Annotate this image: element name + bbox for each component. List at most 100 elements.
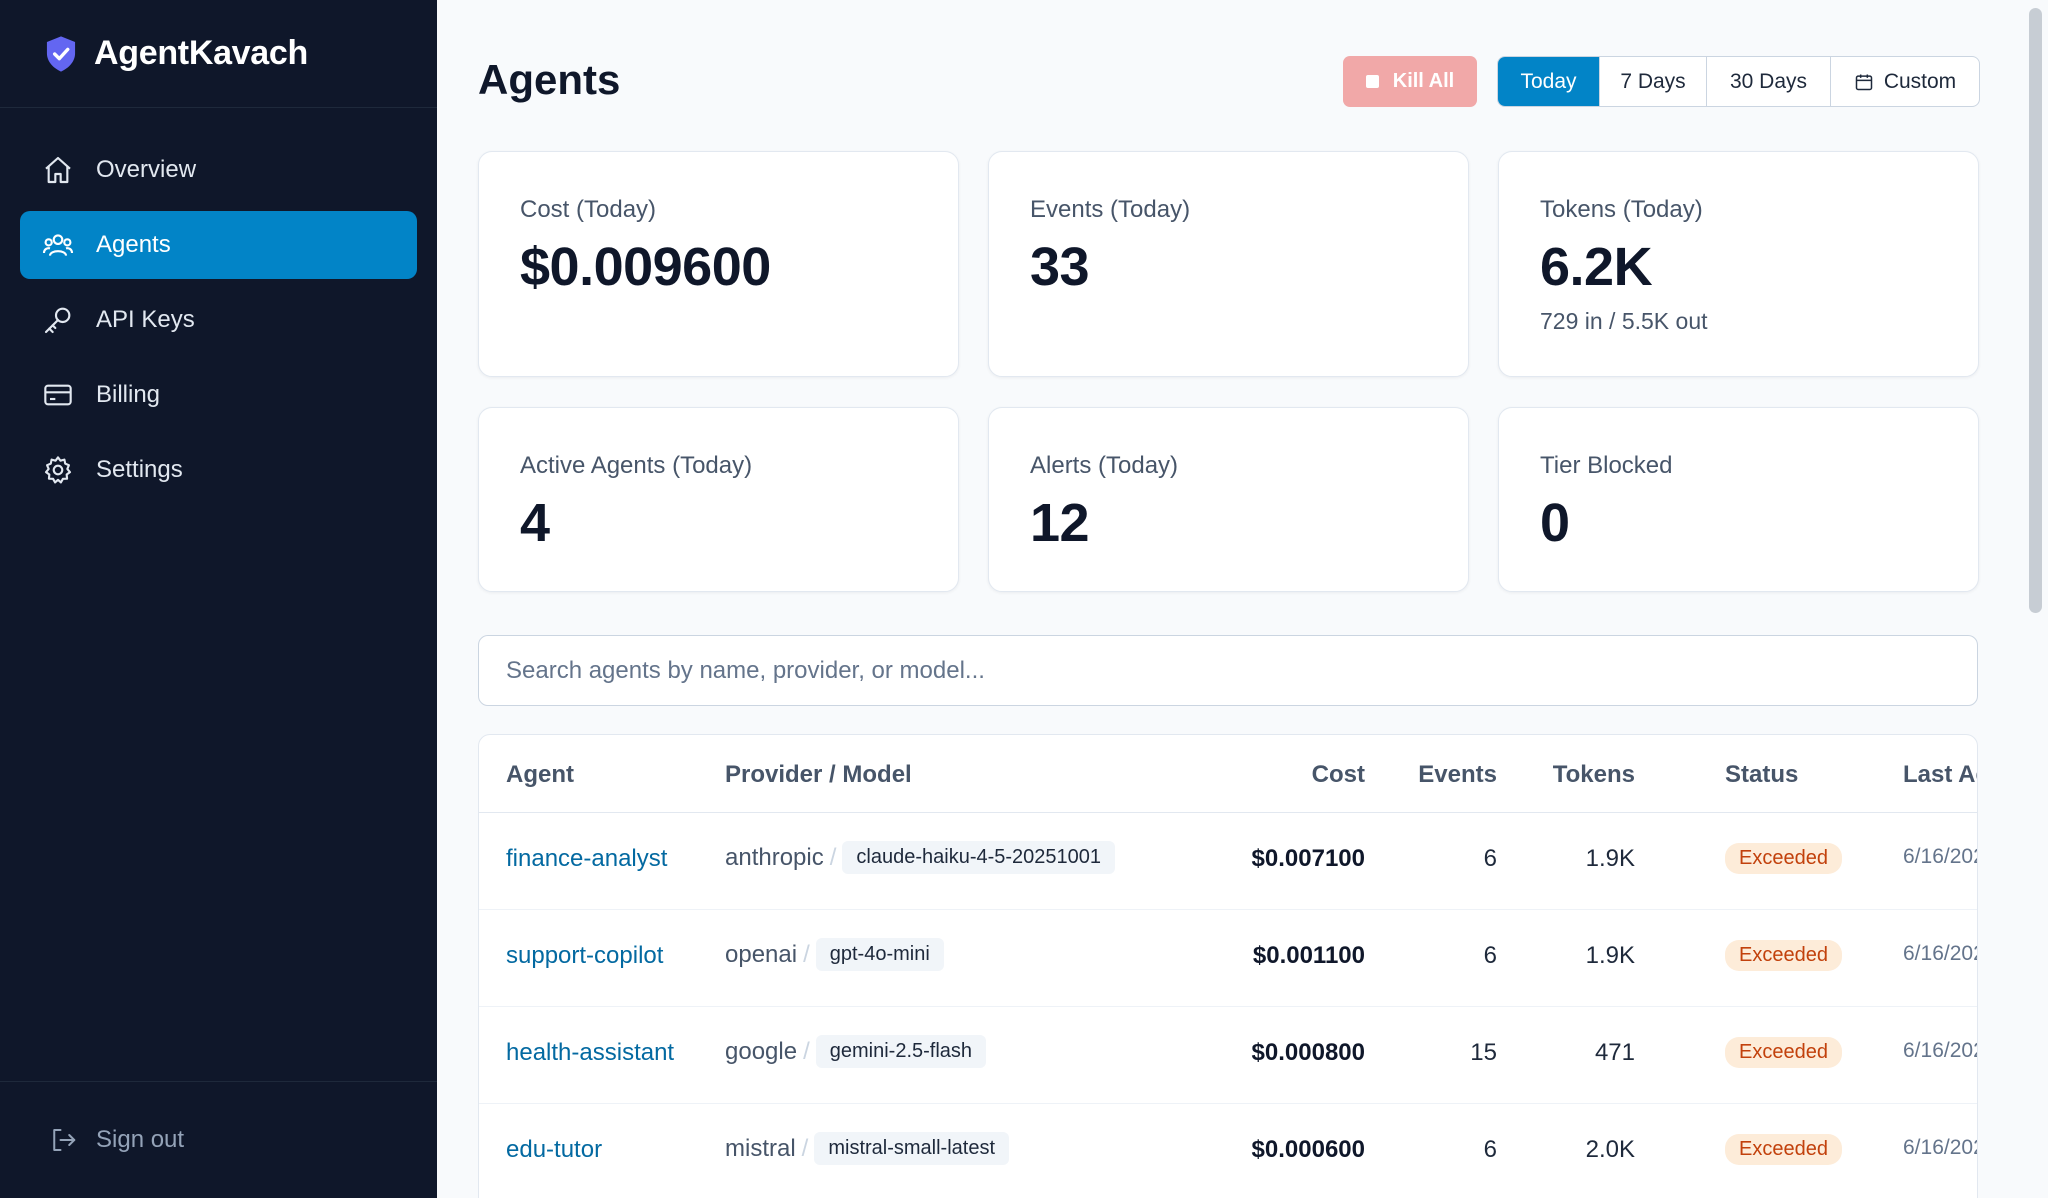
range-custom-button[interactable]: Custom (1831, 57, 1979, 106)
status-cell: Exceeded (1725, 843, 1842, 874)
cost-cell: $0.001100 (1252, 942, 1365, 969)
stat-card-alerts: Alerts (Today) 12 (988, 407, 1469, 592)
stat-card-tokens: Tokens (Today) 6.2K 729 in / 5.5K out (1498, 151, 1979, 377)
search-input[interactable] (478, 635, 1978, 706)
provider-model-cell: google / gemini-2.5-flash (725, 1035, 987, 1070)
stat-label: Tier Blocked (1540, 452, 1673, 479)
stat-card-tier-blocked: Tier Blocked 0 (1498, 407, 1979, 592)
model-tag: mistral-small-latest (814, 1132, 1010, 1165)
sidebar-item-label: Agents (96, 231, 171, 258)
shield-check-icon (46, 35, 76, 72)
provider-model-cell: anthropic / claude-haiku-4-5-20251001 (725, 841, 1116, 876)
provider-name: openai (725, 941, 798, 968)
stat-label: Tokens (Today) (1540, 196, 1703, 223)
column-header-agent[interactable]: Agent (506, 761, 574, 788)
sidebar-item-api-keys[interactable]: API Keys (20, 286, 417, 354)
provider-name: mistral (725, 1135, 796, 1162)
agent-name-link[interactable]: finance-analyst (506, 845, 668, 872)
table-header: Agent Provider / Model Cost Events Token… (479, 735, 1977, 813)
tokens-cell: 1.9K (1585, 942, 1635, 969)
provider-model-cell: openai / gpt-4o-mini (725, 938, 944, 973)
main-content: Agents Kill All Today 7 Days 30 Days Cus… (437, 0, 2048, 1198)
key-icon (44, 307, 71, 334)
sign-out-button[interactable]: Sign out (0, 1081, 437, 1198)
sidebar-item-agents[interactable]: Agents (20, 211, 417, 279)
stat-label: Events (Today) (1030, 196, 1191, 223)
agent-name-link[interactable]: edu-tutor (506, 1136, 603, 1163)
date-range-selector: Today 7 Days 30 Days Custom (1497, 56, 1980, 107)
app-name: AgentKavach (94, 34, 308, 72)
table-row[interactable]: health-assistant google / gemini-2.5-flash… (479, 1007, 1977, 1104)
gear-icon (44, 456, 72, 484)
cost-cell: $0.007100 (1251, 845, 1365, 872)
sidebar-item-label: API Keys (96, 306, 195, 333)
sidebar-item-label: Overview (96, 156, 197, 183)
scrollbar-thumb[interactable] (2029, 8, 2042, 613)
last-activity-cell: 6/16/2026, 1 (1903, 845, 1977, 868)
stat-value: 6.2K (1540, 237, 1653, 297)
provider-model-separator: / (803, 1038, 810, 1065)
status-cell: Exceeded (1725, 1134, 1842, 1165)
provider-model-separator: / (803, 941, 810, 968)
column-header-provider-model[interactable]: Provider / Model (725, 761, 912, 788)
users-icon (42, 234, 74, 257)
stat-sub: 729 in / 5.5K out (1540, 308, 1708, 334)
range-today-button[interactable]: Today (1498, 57, 1600, 106)
status-badge: Exceeded (1725, 843, 1842, 874)
sidebar-item-overview[interactable]: Overview (20, 136, 417, 204)
kill-all-button[interactable]: Kill All (1343, 56, 1477, 107)
agent-name-link[interactable]: health-assistant (506, 1039, 675, 1066)
column-header-status[interactable]: Status (1725, 761, 1799, 788)
stat-label: Cost (Today) (520, 196, 657, 223)
status-badge: Exceeded (1725, 940, 1842, 971)
table-row[interactable]: support-copilot openai / gpt-4o-mini $0.00… (479, 910, 1977, 1007)
stat-card-active-agents: Active Agents (Today) 4 (478, 407, 959, 592)
range-30-days-button[interactable]: 30 Days (1707, 57, 1831, 106)
provider-model-cell: mistral / mistral-small-latest (725, 1132, 1010, 1167)
column-header-events[interactable]: Events (1418, 761, 1497, 788)
agents-table: Agent Provider / Model Cost Events Token… (478, 734, 1978, 1198)
last-activity-cell: 6/16/2026, 1 (1903, 1136, 1977, 1159)
brand[interactable]: AgentKavach (0, 0, 437, 108)
provider-model-separator: / (801, 1135, 809, 1162)
stat-value: 33 (1030, 237, 1090, 297)
status-cell: Exceeded (1725, 1037, 1842, 1068)
stop-icon (1365, 75, 1379, 88)
events-cell: 6 (1483, 845, 1497, 872)
table-row[interactable]: finance-analyst anthropic / claude-haiku-4… (479, 813, 1977, 910)
stat-label: Active Agents (Today) (520, 452, 753, 479)
tokens-cell: 2.0K (1585, 1136, 1635, 1163)
sidebar: AgentKavach Overview Agents API Keys Bil… (0, 0, 437, 1198)
column-header-tokens[interactable]: Tokens (1552, 761, 1635, 788)
last-activity-cell: 6/16/2026, 1 (1903, 1039, 1977, 1062)
provider-name: google (725, 1038, 798, 1065)
stat-value: $0.009600 (520, 237, 771, 297)
column-header-cost[interactable]: Cost (1311, 761, 1365, 788)
stat-label: Alerts (Today) (1030, 452, 1179, 479)
model-tag: gemini-2.5-flash (815, 1035, 987, 1068)
table-row[interactable]: edu-tutor mistral / mistral-small-latest $… (479, 1104, 1977, 1198)
column-header-last-activity[interactable]: Last Activ (1903, 761, 1977, 788)
sidebar-item-billing[interactable]: Billing (20, 361, 417, 429)
stat-value: 0 (1540, 493, 1570, 553)
sidebar-nav: Overview Agents API Keys Billing Setting… (0, 108, 437, 504)
sidebar-item-settings[interactable]: Settings (20, 436, 417, 504)
sidebar-item-label: Settings (96, 456, 183, 483)
range-custom-label: Custom (1883, 69, 1957, 93)
calendar-icon (1855, 74, 1873, 90)
status-cell: Exceeded (1725, 940, 1842, 971)
agent-name-link[interactable]: support-copilot (506, 942, 664, 969)
page-scrollbar[interactable] (2024, 0, 2048, 1198)
status-badge: Exceeded (1725, 1134, 1842, 1165)
sign-out-label: Sign out (96, 1126, 185, 1153)
range-7-days-button[interactable]: 7 Days (1600, 57, 1707, 106)
provider-model-separator: / (829, 844, 837, 871)
model-tag: gpt-4o-mini (815, 938, 944, 971)
credit-card-icon (44, 384, 72, 406)
stat-card-cost: Cost (Today) $0.009600 (478, 151, 959, 377)
tokens-cell: 471 (1594, 1039, 1635, 1066)
last-activity-cell: 6/16/2026, 1 (1903, 942, 1977, 965)
events-cell: 6 (1483, 942, 1497, 969)
provider-name: anthropic (725, 844, 824, 871)
kill-all-label: Kill All (1392, 70, 1455, 92)
